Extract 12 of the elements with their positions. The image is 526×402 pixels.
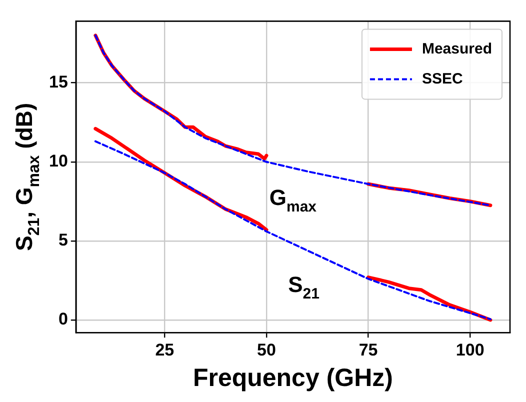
y-tick-label: 0 xyxy=(58,310,68,329)
x-tick-label: 75 xyxy=(358,340,378,360)
legend-label: SSEC xyxy=(422,70,463,88)
legend-label: Measured xyxy=(422,40,492,58)
y-tick-label: 5 xyxy=(58,230,68,250)
y-tick-label: 10 xyxy=(48,152,68,171)
y-axis-title: S21, Gmax (dB) xyxy=(11,102,43,251)
x-tick-label: 50 xyxy=(257,340,276,360)
y-tick-label: 15 xyxy=(48,72,68,92)
x-axis-title: Frequency (GHz) xyxy=(192,364,393,392)
x-tick-label: 25 xyxy=(155,340,174,360)
x-tick-label: 100 xyxy=(456,340,484,360)
